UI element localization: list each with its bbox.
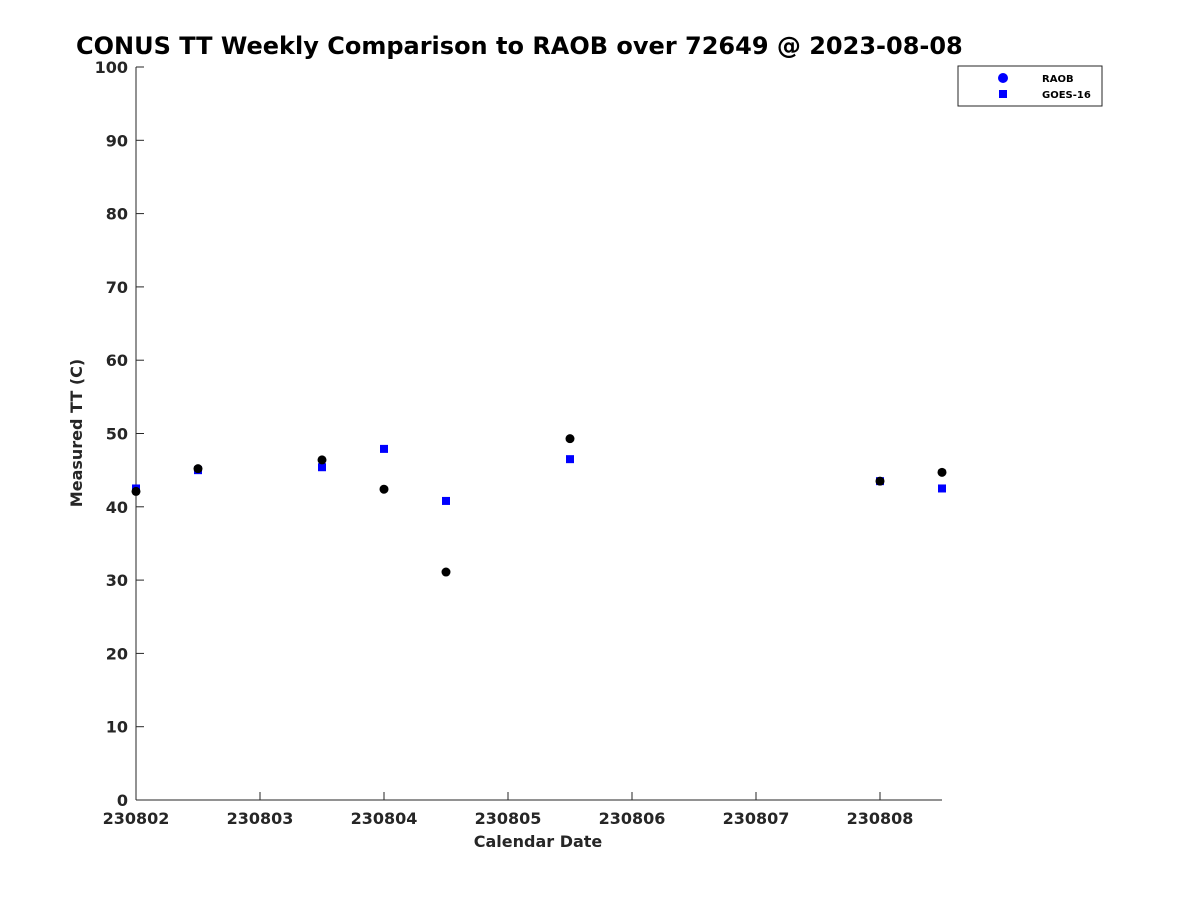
x-tick-label: 230806 [599, 809, 666, 828]
goes16-point [566, 455, 574, 464]
y-tick-label: 30 [106, 571, 128, 590]
x-tick-label: 230803 [227, 809, 294, 828]
y-axis-label: Measured TT (C) [67, 359, 86, 507]
raob-point [317, 455, 327, 465]
raob-point [937, 467, 947, 477]
raob-point [875, 476, 885, 486]
raob-point [131, 486, 141, 496]
legend-raob-marker [998, 73, 1008, 83]
y-tick-label: 100 [95, 58, 128, 77]
raob-point [379, 484, 389, 494]
chart-title: CONUS TT Weekly Comparison to RAOB over … [76, 32, 963, 60]
x-tick-label: 230808 [847, 809, 914, 828]
x-tick-label: 230805 [475, 809, 542, 828]
raob-point [565, 434, 575, 444]
x-tick-label: 230804 [351, 809, 418, 828]
axes [135, 67, 942, 801]
x-tick-label: 230807 [723, 809, 790, 828]
goes16-point [380, 444, 388, 453]
y-tick-label: 80 [106, 205, 128, 224]
legend-goes16-marker [999, 90, 1007, 98]
goes16-point [442, 496, 450, 505]
legend-box [957, 65, 1103, 107]
raob-point [441, 567, 451, 577]
y-tick-label: 20 [106, 644, 128, 663]
data-points [131, 434, 947, 577]
raob-point [193, 464, 203, 474]
x-axis-label: Calendar Date [474, 832, 603, 851]
legend-raob-label: RAOB [1042, 74, 1074, 85]
ticks: 0 10 20 30 40 50 60 70 80 90 100 230802 230803 230804… [95, 58, 914, 828]
goes16-point [938, 484, 946, 493]
y-tick-label: 0 [117, 791, 128, 810]
y-tick-label: 10 [106, 718, 128, 737]
legend: RAOB GOES-16 [957, 65, 1103, 107]
y-tick-label: 60 [106, 351, 128, 370]
y-tick-label: 90 [106, 131, 128, 150]
legend-goes16-label: GOES-16 [1042, 90, 1091, 101]
goes16-point [318, 463, 326, 472]
x-tick-label: 230802 [103, 809, 170, 828]
y-tick-label: 50 [106, 425, 128, 444]
y-tick-label: 70 [106, 278, 128, 297]
y-tick-label: 40 [106, 498, 128, 517]
